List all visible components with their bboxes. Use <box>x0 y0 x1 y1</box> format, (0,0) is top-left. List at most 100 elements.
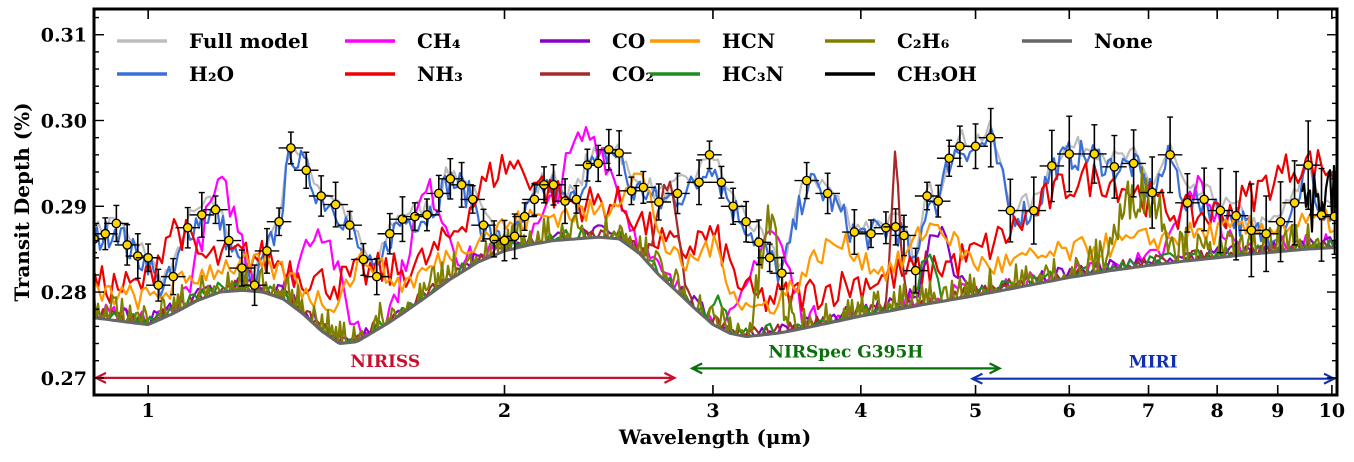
data-point <box>509 231 520 242</box>
data-point <box>694 177 704 188</box>
data-point <box>716 177 727 188</box>
data-point <box>274 216 284 227</box>
data-point <box>358 254 369 265</box>
y-axis-title: Transit Depth (%) <box>10 102 34 301</box>
data-point <box>1109 161 1120 172</box>
instrument-label: MIRI <box>1129 353 1178 373</box>
legend-label: Full model <box>189 29 309 53</box>
legend-item: CO <box>540 29 645 53</box>
data-point <box>433 188 444 199</box>
data-point <box>237 263 247 273</box>
x-tick-label: 6 <box>1063 400 1076 422</box>
range-arrowhead <box>969 372 983 385</box>
data-point <box>210 204 221 215</box>
data-point <box>122 240 133 250</box>
x-tick-label: 10 <box>1319 400 1345 422</box>
range-arrowhead <box>689 362 703 375</box>
data-point <box>100 228 111 239</box>
data-point <box>422 210 432 220</box>
legend: Full model H₂O CH₄ NH₃ CO CO₂ HCN HC₃N C₂H₆ CH₃OH… <box>117 29 1153 86</box>
legend-label: CO₂ <box>612 62 654 86</box>
instrument-range-0: NIRISS <box>93 352 677 384</box>
data-point <box>1128 158 1139 169</box>
x-tick-label: 9 <box>1271 400 1284 422</box>
legend-label: HC₃N <box>722 62 784 86</box>
data-point <box>1289 198 1300 208</box>
data-point <box>638 182 649 193</box>
instrument-label: NIRISS <box>350 352 420 372</box>
data-point <box>728 201 738 212</box>
legend-label: CH₄ <box>417 29 461 53</box>
data-point <box>890 222 901 232</box>
data-point <box>153 280 164 291</box>
x-tick-label: 4 <box>854 400 867 422</box>
data-point <box>330 199 341 210</box>
data-point <box>445 173 456 184</box>
legend-item: NH₃ <box>345 62 463 86</box>
data-point <box>672 188 683 199</box>
data-point <box>614 148 625 158</box>
range-arrowhead <box>1323 372 1337 385</box>
data-point <box>776 268 787 279</box>
data-point <box>955 141 965 152</box>
data-point <box>344 220 355 231</box>
legend-label: HCN <box>722 29 775 53</box>
data-point <box>478 220 489 231</box>
y-tick-label: 0.27 <box>41 368 87 390</box>
data-point <box>519 211 530 222</box>
data-point <box>801 175 812 186</box>
legend-label: C₂H₆ <box>897 29 950 53</box>
y-tick-label: 0.28 <box>41 282 87 304</box>
data-point <box>933 196 944 206</box>
data-point <box>1182 198 1193 208</box>
instrument-label: NIRSpec G395H <box>768 342 923 362</box>
data-point <box>548 179 559 190</box>
legend-label: CO <box>612 29 645 53</box>
data-point <box>1046 161 1057 171</box>
data-point <box>249 280 260 291</box>
data-point <box>410 211 420 222</box>
data-point <box>1275 216 1286 227</box>
data-point <box>1064 149 1075 159</box>
data-point <box>626 185 637 196</box>
data-point <box>286 143 296 153</box>
data-point <box>1199 194 1210 205</box>
data-point <box>1147 187 1158 198</box>
baseline-layer <box>94 235 1337 346</box>
legend-item: C₂H₆ <box>825 29 950 53</box>
legend-item: CO₂ <box>540 62 654 86</box>
data-point <box>653 197 664 207</box>
x-tick-label: 5 <box>969 400 982 422</box>
x-tick-label: 8 <box>1211 400 1224 422</box>
series-line <box>94 172 1335 315</box>
data-point <box>1215 205 1226 216</box>
data-point <box>593 158 604 169</box>
data-point <box>132 251 143 261</box>
observations-layer <box>94 107 1337 307</box>
legend-item: None <box>1022 29 1153 53</box>
legend-label: None <box>1094 29 1153 53</box>
data-point <box>970 141 981 152</box>
legend-item: H₂O <box>117 62 234 86</box>
y-tick-label: 0.30 <box>41 111 87 133</box>
data-point <box>866 228 876 239</box>
data-point <box>1089 149 1100 159</box>
data-point <box>196 210 207 220</box>
data-point <box>753 237 764 248</box>
data-point <box>1303 160 1314 170</box>
legend-item: HC₃N <box>650 62 784 86</box>
x-tick-label: 7 <box>1142 400 1155 422</box>
data-point <box>1261 228 1272 239</box>
data-point <box>316 191 326 201</box>
data-point <box>764 252 775 263</box>
data-point <box>1028 205 1039 216</box>
legend-label: CH₃OH <box>897 62 977 86</box>
data-point <box>849 227 860 237</box>
data-point <box>603 144 614 155</box>
plot-frame <box>92 7 1339 397</box>
data-point <box>384 228 395 239</box>
y-tick-label: 0.31 <box>41 25 87 47</box>
data-point <box>1329 211 1337 222</box>
data-point <box>1005 205 1016 216</box>
